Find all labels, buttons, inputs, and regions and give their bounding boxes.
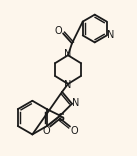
Text: N: N [64, 49, 72, 59]
Text: O: O [42, 127, 50, 136]
Text: N: N [64, 80, 72, 90]
Text: O: O [54, 27, 62, 37]
Text: O: O [70, 127, 78, 136]
Text: N: N [107, 30, 114, 40]
Text: S: S [58, 113, 65, 123]
Text: N: N [72, 98, 80, 108]
